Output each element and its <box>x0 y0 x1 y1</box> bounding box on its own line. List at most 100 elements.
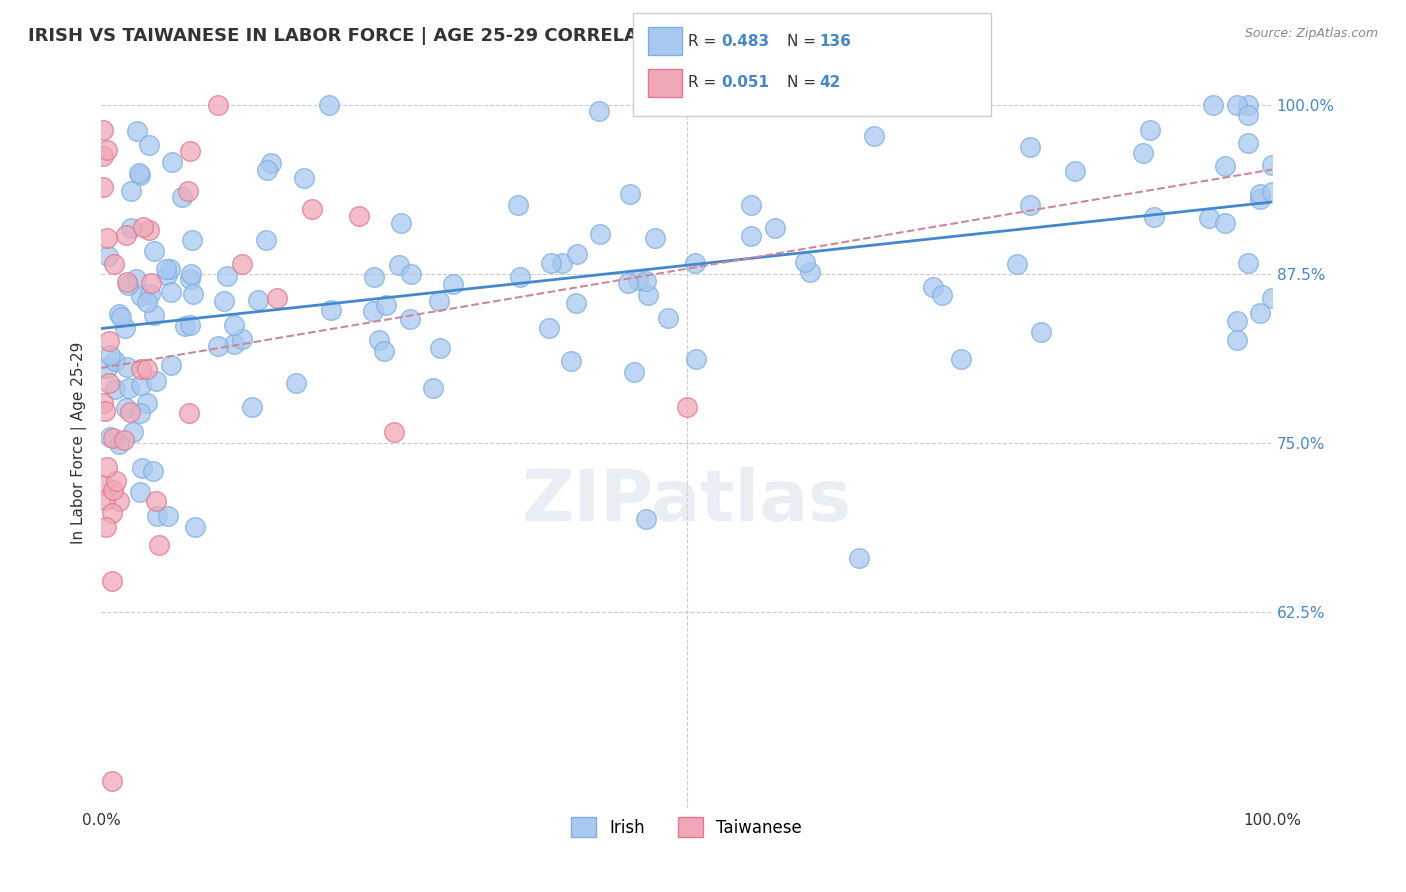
Point <box>146 508 169 523</box>
Point <box>120 220 142 235</box>
Point <box>675 400 697 414</box>
Point <box>799 265 821 279</box>
Point <box>142 464 165 478</box>
Point <box>155 262 177 277</box>
Point <box>128 166 150 180</box>
Point <box>181 286 204 301</box>
Point <box>160 358 183 372</box>
Point <box>96 459 118 474</box>
Point <box>110 310 132 325</box>
Point <box>1261 158 1284 172</box>
Y-axis label: In Labor Force | Age 25-29: In Labor Force | Age 25-29 <box>72 342 87 544</box>
Point <box>231 332 253 346</box>
Point <box>207 339 229 353</box>
Point <box>145 493 167 508</box>
Point <box>617 276 640 290</box>
Point <box>644 231 666 245</box>
Point <box>129 406 152 420</box>
Point <box>98 334 121 348</box>
Point <box>112 433 135 447</box>
Point <box>172 190 194 204</box>
Point <box>1249 192 1271 206</box>
Point <box>148 538 170 552</box>
Point <box>1226 314 1249 328</box>
Point <box>120 184 142 198</box>
Point <box>1261 291 1284 305</box>
Point <box>589 227 612 242</box>
Point <box>117 381 139 395</box>
Point <box>1213 216 1236 230</box>
Point <box>100 574 122 589</box>
Point <box>363 269 385 284</box>
Point <box>117 359 139 374</box>
Point <box>256 163 278 178</box>
Point <box>382 425 405 439</box>
Text: 0.483: 0.483 <box>721 34 769 48</box>
Point <box>93 492 115 507</box>
Point <box>848 550 870 565</box>
Point <box>93 478 115 492</box>
Point <box>623 365 645 379</box>
Point <box>793 255 815 269</box>
Point <box>1063 164 1085 178</box>
Point <box>108 493 131 508</box>
Point <box>129 361 152 376</box>
Point <box>215 269 238 284</box>
Point <box>103 257 125 271</box>
Point <box>101 506 124 520</box>
Point <box>399 267 422 281</box>
Text: R =: R = <box>688 76 721 90</box>
Point <box>97 249 120 263</box>
Point <box>931 288 953 302</box>
Point <box>373 344 395 359</box>
Point <box>441 277 464 291</box>
Point <box>96 143 118 157</box>
Point <box>156 508 179 523</box>
Point <box>538 321 561 335</box>
Point <box>685 256 707 270</box>
Point <box>212 293 235 308</box>
Point <box>138 223 160 237</box>
Point <box>1198 211 1220 225</box>
Point <box>398 312 420 326</box>
Text: ZIPatlas: ZIPatlas <box>522 467 852 536</box>
Point <box>94 519 117 533</box>
Point <box>260 156 283 170</box>
Point <box>105 475 128 489</box>
Point <box>560 353 582 368</box>
Point <box>637 288 659 302</box>
Point <box>1213 159 1236 173</box>
Point <box>657 311 679 326</box>
Point <box>104 382 127 396</box>
Point <box>177 406 200 420</box>
Point <box>115 227 138 242</box>
Point <box>1226 97 1249 112</box>
Point <box>388 258 411 272</box>
Point <box>128 485 150 500</box>
Point <box>374 298 396 312</box>
Point <box>266 291 288 305</box>
Point <box>389 216 412 230</box>
Point <box>1007 256 1029 270</box>
Point <box>129 168 152 182</box>
Point <box>1237 136 1260 150</box>
Point <box>285 376 308 390</box>
Point <box>104 353 127 368</box>
Point <box>938 97 960 112</box>
Point <box>301 202 323 216</box>
Point <box>347 209 370 223</box>
Point <box>160 285 183 300</box>
Point <box>1226 333 1249 347</box>
Point <box>96 231 118 245</box>
Point <box>93 404 115 418</box>
Point <box>125 272 148 286</box>
Point <box>1261 186 1284 200</box>
Point <box>138 137 160 152</box>
Text: Source: ZipAtlas.com: Source: ZipAtlas.com <box>1244 27 1378 40</box>
Text: IRISH VS TAIWANESE IN LABOR FORCE | AGE 25-29 CORRELATION CHART: IRISH VS TAIWANESE IN LABOR FORCE | AGE … <box>28 27 759 45</box>
Point <box>429 293 451 308</box>
Point <box>254 233 277 247</box>
Point <box>588 103 610 118</box>
Point <box>180 267 202 281</box>
Point <box>950 352 973 367</box>
